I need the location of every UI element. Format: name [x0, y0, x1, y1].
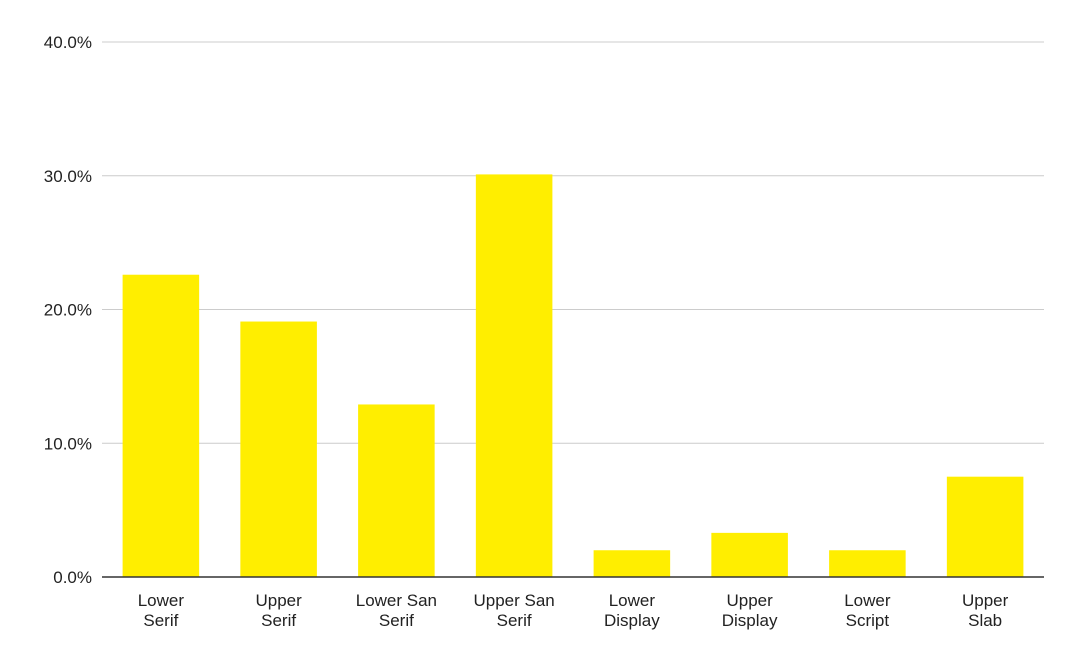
x-tick-label: Lower Display [604, 591, 660, 630]
bar [946, 476, 1024, 577]
bar [240, 321, 317, 577]
x-tick-label: Upper Slab [962, 591, 1009, 630]
bar [358, 404, 435, 577]
bar [122, 274, 200, 577]
x-tick-label: Upper Display [722, 591, 778, 630]
y-tick-label: 20.0% [44, 301, 92, 320]
y-tick-label: 0.0% [53, 568, 92, 587]
bar [829, 550, 906, 577]
x-tick-label: Lower San Serif [356, 591, 437, 630]
x-tick-label: Lower Serif [138, 591, 185, 630]
y-tick-label: 10.0% [44, 434, 92, 453]
bar [593, 550, 671, 577]
y-tick-label: 40.0% [44, 33, 92, 52]
x-tick-label: Lower Script [844, 591, 891, 630]
bar [711, 532, 788, 577]
y-tick-label: 30.0% [44, 167, 92, 186]
bar [475, 174, 553, 577]
x-tick-label: Upper Serif [255, 591, 302, 630]
x-tick-label: Upper San Serif [473, 591, 554, 630]
